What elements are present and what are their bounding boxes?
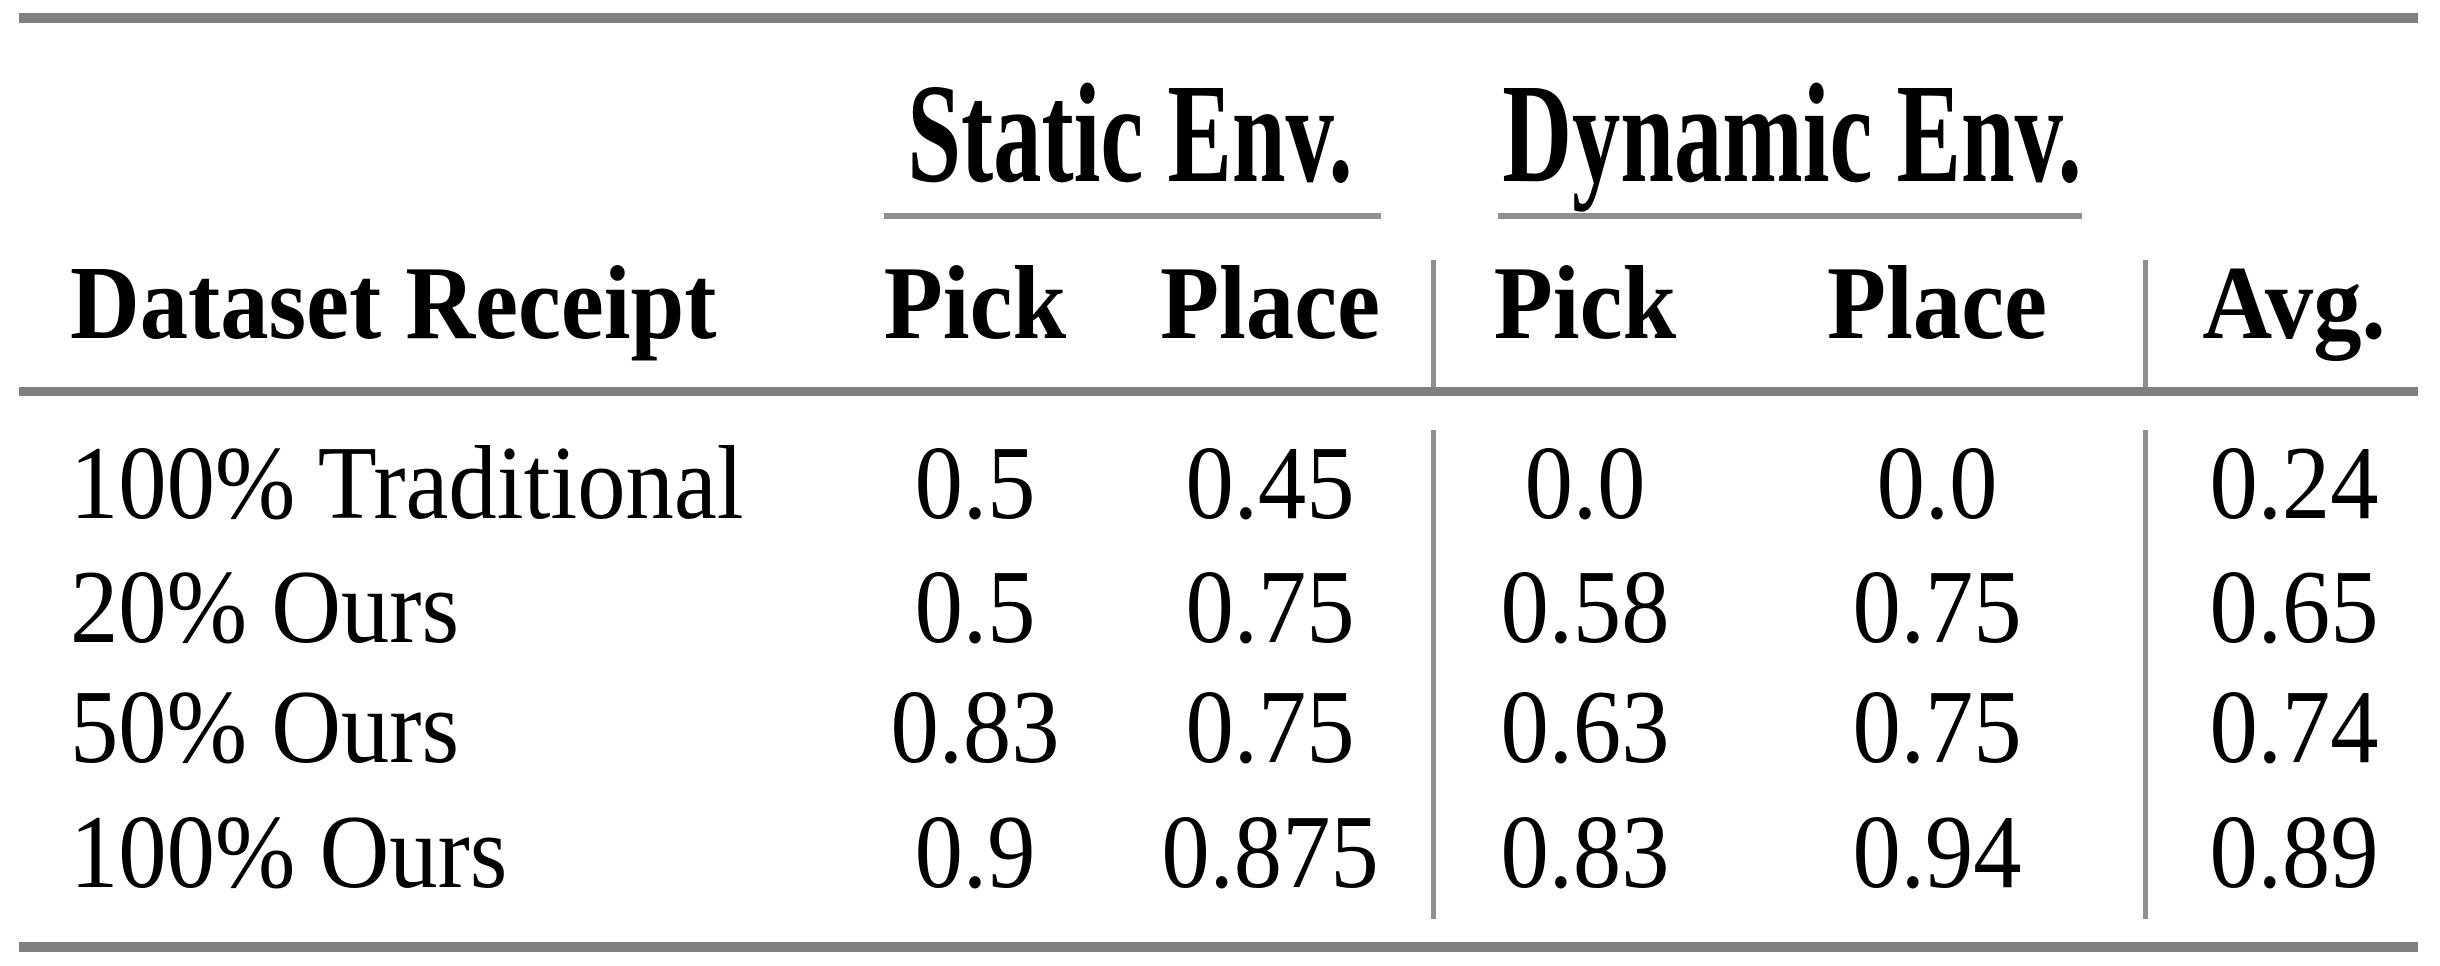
column-header-dataset-receipt: Dataset Receipt [70,244,717,361]
static-env-cmidrule [884,213,1381,219]
row-label: 100% Traditional [70,424,744,541]
row-label: 20% Ours [70,548,460,665]
cell-static-pick: 0.9 [914,793,1036,910]
vline-dynamic-avg-header [2143,260,2148,387]
column-header-dynamic-place: Place [1827,244,2047,361]
row-label: 100% Ours [70,793,508,910]
cell-static-pick: 0.83 [890,668,1060,785]
cell-static-place: 0.75 [1185,548,1355,665]
cell-dynamic-pick: 0.58 [1500,548,1670,665]
cell-static-pick: 0.5 [914,548,1036,665]
cell-dynamic-place: 0.75 [1852,668,2022,785]
cell-avg: 0.24 [2209,424,2379,541]
cell-dynamic-place: 0.0 [1876,424,1998,541]
group-header-dynamic-env: Dynamic Env. [1502,54,2082,212]
vline-static-dynamic-body [1431,430,1436,919]
top-rule [19,13,2418,23]
cell-static-place: 0.875 [1161,793,1379,910]
cell-avg: 0.74 [2209,668,2379,785]
bottom-rule [19,942,2418,952]
cell-dynamic-place: 0.75 [1852,548,2022,665]
cell-dynamic-place: 0.94 [1852,793,2022,910]
vline-static-dynamic-header [1431,260,1436,387]
column-header-avg: Avg. [2202,244,2386,361]
cell-avg: 0.89 [2209,793,2379,910]
column-header-static-pick: Pick [883,244,1067,361]
group-header-static-env: Static Env. [907,54,1353,212]
cell-static-place: 0.45 [1185,424,1355,541]
cell-static-pick: 0.5 [914,424,1036,541]
cell-dynamic-pick: 0.83 [1500,793,1670,910]
dynamic-env-cmidrule [1498,213,2082,219]
cell-avg: 0.65 [2209,548,2379,665]
column-header-dynamic-pick: Pick [1493,244,1677,361]
cell-static-place: 0.75 [1185,668,1355,785]
vline-dynamic-avg-body [2143,430,2148,919]
column-header-static-place: Place [1160,244,1380,361]
row-label: 50% Ours [70,668,460,785]
cell-dynamic-pick: 0.63 [1500,668,1670,785]
header-midrule [19,387,2418,396]
cell-dynamic-pick: 0.0 [1524,424,1646,541]
